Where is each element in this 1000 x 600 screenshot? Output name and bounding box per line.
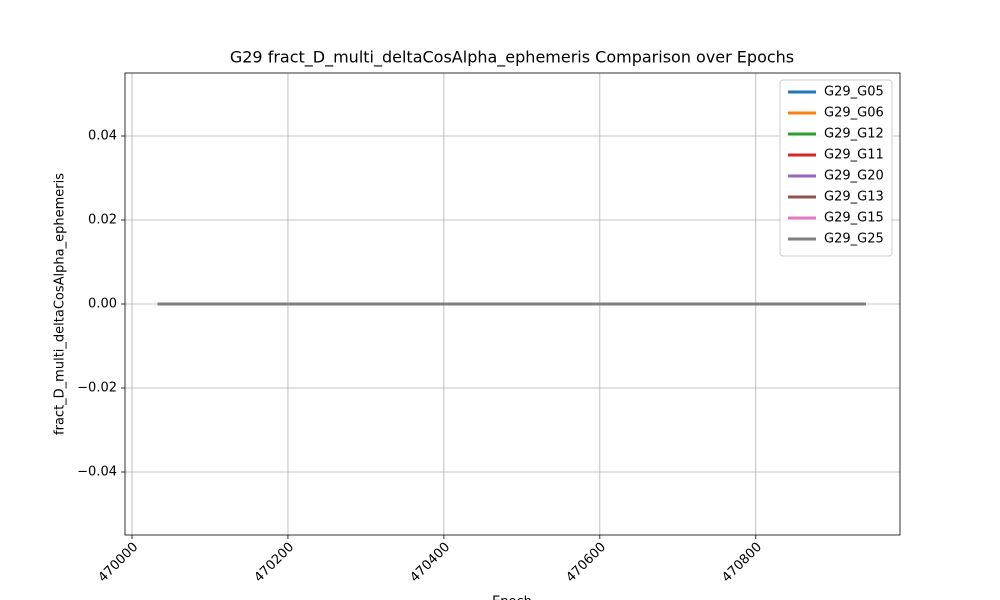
legend-label: G29_G25 <box>824 232 884 247</box>
y-tick-label: 0.04 <box>88 129 117 144</box>
chart-title: G29 fract_D_multi_deltaCosAlpha_ephemeri… <box>230 48 794 68</box>
plot-frame <box>124 72 901 536</box>
y-axis-label: fract_D_multi_deltaCosAlpha_ephemeris <box>53 173 68 435</box>
x-tick-label: 470400 <box>407 540 453 586</box>
x-tick-label: 470600 <box>563 540 609 586</box>
legend-label: G29_G11 <box>824 148 884 163</box>
legend-label: G29_G05 <box>824 85 884 100</box>
legend: G29_G05 G29_G06 G29_G12 G29_G11 G29_G20 G29_G… <box>779 79 893 257</box>
legend-label: G29_G12 <box>824 127 884 142</box>
y-tick-label: −0.02 <box>77 381 117 396</box>
x-axis-label: Epoch <box>492 595 532 600</box>
x-tick-label: 470000 <box>96 540 142 586</box>
legend-box <box>779 79 893 257</box>
legend-label: G29_G13 <box>824 190 884 205</box>
y-tick-label: 0.00 <box>88 297 117 312</box>
x-tick-label: 470200 <box>252 540 298 586</box>
x-tick-label: 470800 <box>719 540 765 586</box>
legend-label: G29_G06 <box>824 106 884 121</box>
legend-label: G29_G15 <box>824 211 884 226</box>
y-tick-label: 0.02 <box>88 213 117 228</box>
legend-label: G29_G20 <box>824 169 884 184</box>
y-tick-label: −0.04 <box>77 465 117 480</box>
